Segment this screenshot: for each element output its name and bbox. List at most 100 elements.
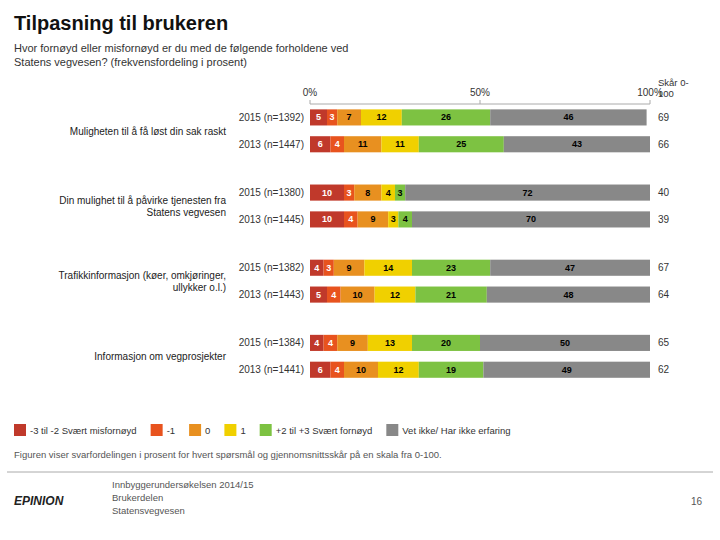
- data-label: 47: [565, 263, 575, 273]
- score: 69: [658, 112, 670, 123]
- data-label: 13: [385, 338, 395, 348]
- data-label: 20: [441, 338, 451, 348]
- text-line: Din mulighet til å påvirke tjenesten fra: [59, 195, 226, 206]
- bar-segment: [358, 211, 389, 227]
- bar-segment: [344, 185, 354, 201]
- legend-entry: +2 til +3 Svært fornøyd: [276, 425, 373, 436]
- chart: Tilpasning til brukerenHvor fornøyd elle…: [0, 0, 720, 540]
- legend-entry: -1: [167, 425, 175, 436]
- data-label: 4: [386, 188, 391, 198]
- tick: [650, 100, 651, 104]
- data-label: 3: [398, 188, 403, 198]
- text-line: Statens vegvesen? (frekvensfordeling i p…: [14, 56, 247, 68]
- legend-swatch: [151, 424, 163, 436]
- bar-segment: [344, 136, 381, 152]
- data-label: 4: [335, 365, 340, 375]
- data-label: 50: [560, 338, 570, 348]
- legend-entry: -3 til -2 Svært misfornøyd: [30, 425, 137, 436]
- text-line: Statens vegvesen: [147, 207, 227, 218]
- data-label: 3: [347, 188, 352, 198]
- data-label: 7: [347, 112, 352, 122]
- bar-segment: [368, 335, 412, 351]
- bar-segment: [415, 287, 486, 303]
- bar-segment: [344, 362, 378, 378]
- score: 65: [658, 337, 670, 348]
- bar-segment: [398, 211, 412, 227]
- legend-swatch: [189, 424, 201, 436]
- data-label: 9: [350, 338, 355, 348]
- tick: [480, 100, 481, 104]
- bar-segment: [490, 109, 646, 125]
- bar-segment: [327, 109, 337, 125]
- score: 66: [658, 139, 670, 150]
- bar-segment: [381, 185, 395, 201]
- bar-segment: [310, 287, 327, 303]
- data-label: 6: [318, 365, 323, 375]
- bar-segment: [483, 362, 650, 378]
- bar-segment: [504, 136, 650, 152]
- bar-segment: [334, 260, 365, 276]
- score-header: Skår 0-100: [658, 77, 689, 99]
- bar-segment: [412, 335, 480, 351]
- bar-segment: [327, 287, 341, 303]
- x-axis: 0%50%100%: [303, 87, 663, 104]
- data-label: 10: [353, 290, 363, 300]
- bar-segment: [341, 287, 375, 303]
- group-label: Informasjon om vegprosjekter: [94, 351, 226, 362]
- bar-segment: [402, 109, 490, 125]
- data-label: 49: [562, 365, 572, 375]
- category-label: 2013 (n=1441): [239, 364, 304, 375]
- category-label: 2015 (n=1382): [239, 262, 304, 273]
- score: 64: [658, 289, 670, 300]
- data-label: 10: [322, 188, 332, 198]
- data-label: 46: [563, 112, 573, 122]
- bar-segment: [310, 362, 330, 378]
- score: 40: [658, 187, 670, 198]
- text-line: Skår 0-: [658, 77, 689, 88]
- bar-segment: [337, 335, 368, 351]
- score: 39: [658, 214, 670, 225]
- data-label: 5: [316, 112, 321, 122]
- group-label: Trafikkinformasjon (køer, omkjøringer,ul…: [59, 270, 226, 293]
- bar-segment: [480, 335, 650, 351]
- group-label: Muligheten til å få løst din sak raskt: [70, 125, 226, 136]
- text-line: Hvor fornøyd eller misfornøyd er du med …: [14, 42, 348, 54]
- data-label: 4: [328, 338, 333, 348]
- data-label: 12: [390, 290, 400, 300]
- bar-segment: [344, 211, 358, 227]
- bar-segment: [388, 211, 398, 227]
- bar-segment: [310, 136, 330, 152]
- data-label: 6: [318, 139, 323, 149]
- legend-swatch: [14, 424, 26, 436]
- data-label: 25: [456, 139, 466, 149]
- data-label: 9: [347, 263, 352, 273]
- footer-line: Statensvegvesen: [112, 505, 185, 516]
- data-label: 10: [356, 365, 366, 375]
- bar-segment: [361, 109, 402, 125]
- separator: [7, 472, 713, 473]
- bar-segment: [310, 211, 344, 227]
- data-label: 4: [314, 338, 319, 348]
- data-label: 4: [314, 263, 319, 273]
- category-label: 2015 (n=1384): [239, 337, 304, 348]
- legend-entry: 1: [240, 425, 245, 436]
- bar-segment: [310, 335, 324, 351]
- footer-line: Innbyggerundersøkelsen 2014/15: [112, 479, 254, 490]
- tick: [310, 100, 311, 104]
- bar-segment: [381, 136, 418, 152]
- group-label: Din mulighet til å påvirke tjenesten fra…: [59, 195, 226, 218]
- data-label: 14: [383, 263, 393, 273]
- bar-segment: [330, 362, 344, 378]
- logo: EPINION: [14, 494, 64, 508]
- data-label: 4: [348, 214, 353, 224]
- bar-segment: [419, 362, 484, 378]
- category-label: 2013 (n=1447): [239, 139, 304, 150]
- bar-segment: [378, 362, 419, 378]
- tick-label: 0%: [303, 87, 318, 98]
- background: [0, 0, 720, 540]
- data-label: 48: [563, 290, 573, 300]
- bar-segment: [364, 260, 412, 276]
- bar-segment: [419, 136, 504, 152]
- tick-label: 50%: [470, 87, 490, 98]
- legend-swatch: [224, 424, 236, 436]
